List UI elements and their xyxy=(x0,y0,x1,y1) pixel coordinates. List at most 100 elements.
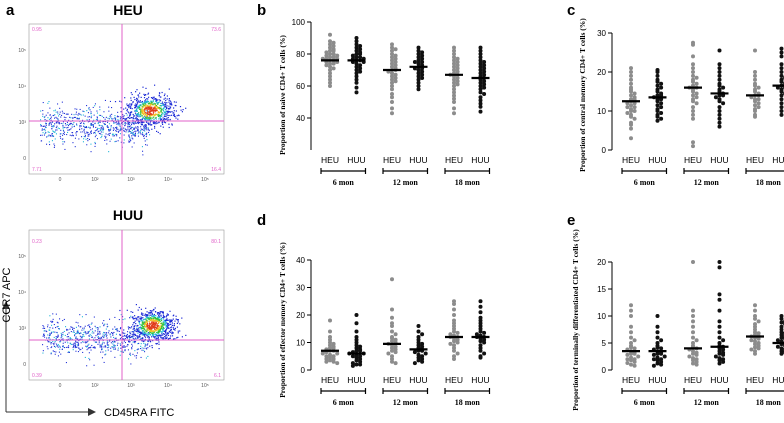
data-point xyxy=(393,332,398,337)
data-point xyxy=(659,338,664,343)
data-point xyxy=(478,101,483,106)
data-point xyxy=(655,109,660,113)
data-point xyxy=(629,308,633,313)
data-point xyxy=(482,79,487,84)
data-point xyxy=(393,53,398,58)
data-point xyxy=(655,324,660,329)
x-category-label: HUU xyxy=(471,155,489,165)
data-point xyxy=(659,81,664,86)
data-point xyxy=(629,109,633,113)
series-heu-3 xyxy=(746,303,764,356)
data-point xyxy=(390,80,394,85)
data-point xyxy=(420,72,425,77)
data-point xyxy=(694,352,699,357)
data-point xyxy=(452,84,456,88)
y-tick-label: 0 xyxy=(602,146,607,155)
data-point xyxy=(753,345,757,350)
data-point xyxy=(779,66,784,71)
data-point xyxy=(629,351,633,356)
data-point xyxy=(390,52,394,56)
data-point xyxy=(354,52,359,56)
data-point xyxy=(390,315,394,320)
data-point xyxy=(354,64,359,69)
data-point xyxy=(717,105,722,110)
panel-letter-a: a xyxy=(6,2,15,19)
data-point xyxy=(756,85,761,90)
data-point xyxy=(662,354,667,359)
data-point xyxy=(416,358,421,363)
flow-y-tick-4-huu: 10⁵ xyxy=(18,254,26,260)
data-point xyxy=(482,92,487,96)
data-point xyxy=(482,340,487,345)
data-point xyxy=(779,316,784,321)
flow-x-tick-2-huu: 10³ xyxy=(127,383,135,389)
data-point xyxy=(632,91,637,96)
data-point xyxy=(655,330,660,335)
data-point xyxy=(779,62,784,67)
data-point xyxy=(324,359,329,364)
data-point xyxy=(393,76,398,80)
data-point xyxy=(694,91,699,96)
data-point xyxy=(659,116,664,121)
data-point xyxy=(328,74,332,79)
data-point xyxy=(478,355,483,360)
data-point xyxy=(331,357,336,361)
data-point xyxy=(478,68,483,72)
x-category-label: HEU xyxy=(445,375,463,385)
series-heu-3 xyxy=(746,48,764,119)
data-point xyxy=(478,61,483,66)
data-point xyxy=(775,338,780,343)
data-point xyxy=(629,122,633,127)
data-point xyxy=(629,89,633,94)
data-point xyxy=(721,347,726,352)
data-point xyxy=(629,126,633,131)
data-point xyxy=(478,329,483,334)
data-point xyxy=(756,319,761,324)
data-point xyxy=(625,111,630,115)
group-label: 12 mon xyxy=(393,398,419,407)
data-point xyxy=(629,66,633,71)
x-category-label: HUU xyxy=(710,155,728,165)
data-point xyxy=(629,114,633,119)
y-tick-label: 5 xyxy=(602,339,607,348)
data-point xyxy=(320,351,325,356)
data-point xyxy=(331,55,336,60)
data-point xyxy=(390,100,394,104)
flow-x-tick-3-heu: 10⁴ xyxy=(164,177,172,183)
x-axis-label-cd45ra: CD45RA FITC xyxy=(104,407,174,419)
y-tick-label: 100 xyxy=(292,18,306,27)
data-point xyxy=(721,352,726,357)
data-point xyxy=(629,81,633,86)
data-point xyxy=(655,361,660,366)
data-point xyxy=(455,351,460,356)
group-label: 6 mon xyxy=(333,178,355,187)
data-point xyxy=(691,319,695,324)
ylabel-panel-b: Proportion of naive CD4+ T cells (%) xyxy=(278,35,287,155)
data-point xyxy=(452,100,456,104)
data-point xyxy=(354,74,359,79)
data-point xyxy=(452,302,456,306)
x-axis-arrowhead xyxy=(88,408,96,416)
data-point xyxy=(416,71,421,76)
series-huu-1 xyxy=(347,36,366,95)
data-point xyxy=(331,44,336,48)
series-huu-3 xyxy=(772,314,784,356)
data-point xyxy=(354,358,359,363)
quadrant-ul-heu: 0.95 xyxy=(32,27,42,33)
data-point xyxy=(717,66,722,71)
data-point xyxy=(691,308,695,313)
data-point xyxy=(753,114,757,119)
data-point xyxy=(416,58,421,63)
data-point xyxy=(390,329,394,334)
data-point xyxy=(324,63,329,68)
data-point xyxy=(324,53,329,58)
data-point xyxy=(416,52,421,56)
data-point xyxy=(691,112,695,117)
data-point xyxy=(390,74,394,79)
data-point xyxy=(452,68,456,72)
data-point xyxy=(452,45,456,50)
data-point xyxy=(416,80,421,85)
data-point xyxy=(655,103,660,108)
data-point xyxy=(328,55,332,60)
data-point xyxy=(354,321,359,326)
